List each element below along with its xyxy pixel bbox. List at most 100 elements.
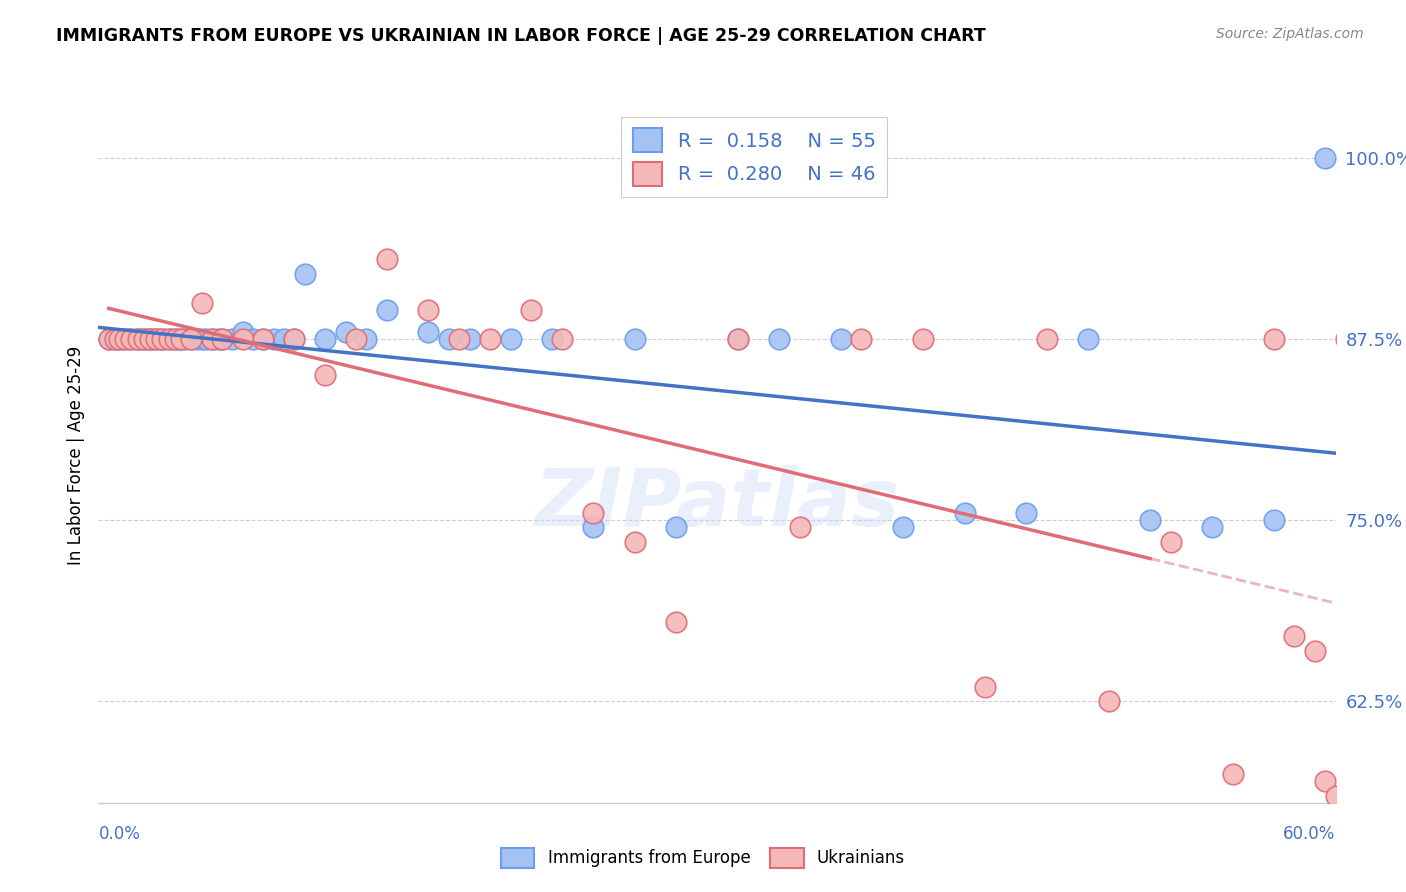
Point: [1284, 629, 1306, 643]
Point: [221, 332, 243, 346]
Point: [263, 332, 285, 346]
Point: [145, 332, 167, 346]
Point: [582, 520, 605, 534]
Text: Source: ZipAtlas.com: Source: ZipAtlas.com: [1216, 27, 1364, 41]
Point: [153, 332, 176, 346]
Point: [186, 332, 208, 346]
Point: [520, 302, 543, 317]
Point: [252, 332, 274, 346]
Point: [974, 680, 997, 694]
Point: [1139, 513, 1161, 527]
Point: [789, 520, 811, 534]
Point: [1201, 520, 1223, 534]
Point: [132, 332, 155, 346]
Y-axis label: In Labor Force | Age 25-29: In Labor Force | Age 25-29: [66, 345, 84, 565]
Point: [891, 520, 914, 534]
Point: [190, 332, 212, 346]
Point: [375, 302, 398, 317]
Point: [242, 332, 264, 346]
Text: 0.0%: 0.0%: [98, 825, 141, 843]
Point: [159, 332, 181, 346]
Point: [149, 332, 172, 346]
Point: [1315, 774, 1337, 789]
Point: [623, 332, 645, 346]
Point: [104, 332, 127, 346]
Point: [170, 332, 193, 346]
Point: [1263, 332, 1285, 346]
Point: [145, 332, 167, 346]
Point: [665, 520, 688, 534]
Text: 60.0%: 60.0%: [1284, 825, 1336, 843]
Point: [458, 332, 481, 346]
Point: [97, 332, 120, 346]
Point: [294, 267, 316, 281]
Point: [97, 332, 120, 346]
Point: [499, 332, 522, 346]
Point: [912, 332, 935, 346]
Point: [132, 332, 155, 346]
Point: [314, 332, 336, 346]
Point: [1263, 513, 1285, 527]
Point: [211, 332, 233, 346]
Point: [108, 332, 131, 346]
Point: [252, 332, 274, 346]
Point: [344, 332, 367, 346]
Point: [283, 332, 305, 346]
Point: [1036, 332, 1059, 346]
Point: [166, 332, 188, 346]
Legend: R =  0.158    N = 55, R =  0.280    N = 46: R = 0.158 N = 55, R = 0.280 N = 46: [621, 117, 887, 197]
Point: [180, 332, 202, 346]
Point: [768, 332, 790, 346]
Point: [953, 506, 976, 520]
Text: ZIPatlas: ZIPatlas: [534, 465, 900, 542]
Point: [1098, 694, 1121, 708]
Point: [449, 332, 471, 346]
Point: [418, 302, 440, 317]
Point: [375, 252, 398, 267]
Point: [283, 332, 305, 346]
Text: IMMIGRANTS FROM EUROPE VS UKRAINIAN IN LABOR FORCE | AGE 25-29 CORRELATION CHART: IMMIGRANTS FROM EUROPE VS UKRAINIAN IN L…: [56, 27, 986, 45]
Point: [112, 332, 135, 346]
Point: [1160, 534, 1182, 549]
Point: [150, 332, 173, 346]
Point: [851, 332, 873, 346]
Point: [273, 332, 295, 346]
Point: [211, 332, 233, 346]
Point: [665, 615, 688, 629]
Point: [201, 332, 224, 346]
Point: [1077, 332, 1099, 346]
Point: [623, 534, 645, 549]
Point: [727, 332, 749, 346]
Point: [1334, 332, 1357, 346]
Point: [727, 332, 749, 346]
Point: [120, 332, 142, 346]
Point: [174, 332, 197, 346]
Point: [190, 295, 212, 310]
Point: [141, 332, 163, 346]
Point: [1015, 506, 1038, 520]
Point: [418, 325, 440, 339]
Point: [1324, 789, 1347, 803]
Point: [128, 332, 150, 346]
Point: [541, 332, 564, 346]
Point: [139, 332, 162, 346]
Point: [479, 332, 502, 346]
Point: [232, 325, 254, 339]
Point: [437, 332, 460, 346]
Legend: Immigrants from Europe, Ukrainians: Immigrants from Europe, Ukrainians: [495, 841, 911, 875]
Point: [136, 332, 159, 346]
Point: [157, 332, 180, 346]
Point: [356, 332, 378, 346]
Point: [1315, 151, 1337, 165]
Point: [551, 332, 574, 346]
Point: [104, 332, 127, 346]
Point: [1303, 643, 1326, 657]
Point: [118, 332, 141, 346]
Point: [335, 325, 357, 339]
Point: [180, 332, 202, 346]
Point: [114, 332, 136, 346]
Point: [194, 332, 217, 346]
Point: [1222, 767, 1244, 781]
Point: [207, 332, 229, 346]
Point: [170, 332, 193, 346]
